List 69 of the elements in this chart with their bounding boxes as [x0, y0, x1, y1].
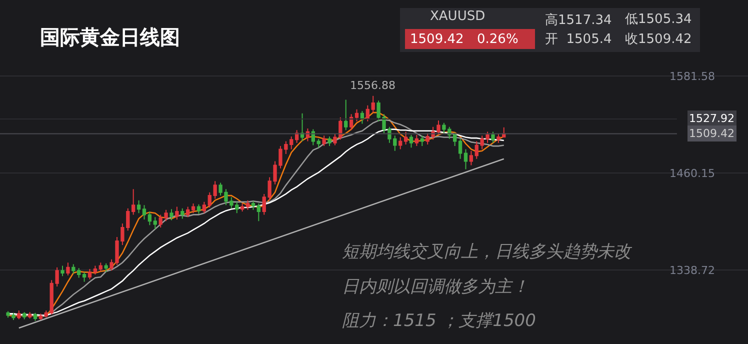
candlestick: [196, 204, 201, 214]
candlestick: [153, 216, 157, 230]
candlestick: [82, 272, 86, 282]
text: 开 1505.4: [545, 32, 612, 47]
y-tick-label: 1581.58: [670, 70, 715, 84]
candlestick: [311, 128, 315, 146]
candlestick: [104, 262, 108, 273]
candlestick: [38, 313, 43, 321]
candlestick: [300, 112, 304, 142]
annotation: XAUUSD: [430, 9, 486, 24]
candlestick: [60, 265, 64, 277]
candlestick: [458, 138, 462, 160]
candlestick: [322, 135, 326, 147]
candlestick: [33, 312, 38, 322]
candlestick: [316, 138, 320, 148]
annotation: 1556.88: [350, 79, 396, 92]
candlestick: [202, 201, 206, 214]
candlestick: [136, 200, 141, 214]
candlestick: [354, 108, 359, 122]
candlestick: [17, 310, 21, 320]
candlestick: [66, 262, 70, 276]
candlestick: [77, 268, 81, 278]
text: 国际黄金日线图: [40, 25, 180, 49]
candlestick: [491, 131, 495, 144]
ref-line-label: 1509.42: [689, 127, 734, 140]
candlestick: [88, 268, 92, 280]
candlestick: [148, 211, 152, 226]
candlestick: [72, 264, 76, 274]
candlestick: [453, 132, 457, 147]
candlestick: [398, 136, 402, 150]
candlestick: [328, 136, 332, 147]
candlestick: [98, 262, 102, 272]
candlestick: [474, 140, 478, 160]
y-tick-label: 1338.72: [670, 264, 715, 277]
candlestick: [409, 134, 414, 148]
ref-line-label: 1527.92: [689, 112, 734, 125]
candlestick: [132, 188, 136, 216]
text: 收1509.42: [625, 32, 692, 47]
candlestick: [360, 110, 364, 124]
candlestick: [251, 200, 256, 210]
annotation: 阻力：1515 ；支撑1500: [342, 311, 536, 331]
candlestick: [366, 104, 370, 122]
text: 高1517.34: [545, 12, 612, 28]
y-tick-label: 1460.15: [670, 166, 715, 180]
candlestick: [44, 310, 48, 318]
candlestick: [180, 208, 184, 220]
candlestick: [22, 312, 26, 320]
candlestick: [93, 265, 98, 276]
candlestick: [246, 200, 250, 210]
annotation: 短期均线交叉向上，日线多头趋势未改: [342, 242, 633, 262]
candlestick: [256, 203, 260, 222]
candlestick: [170, 208, 174, 221]
candlestick: [175, 206, 179, 220]
candlestick: [344, 99, 348, 131]
candlestick: [469, 150, 474, 166]
candlestick: [142, 204, 146, 220]
candlestick: [191, 203, 196, 214]
annotation: 1509.42: [410, 32, 464, 47]
candlestick: [240, 203, 244, 212]
candlestick: [414, 134, 419, 147]
candlestick: [420, 135, 424, 147]
annotation: 0.26%: [477, 32, 518, 47]
candlestick: [28, 312, 32, 319]
candlestick: [464, 148, 468, 170]
candlestick: [371, 95, 375, 114]
candlestick: [186, 206, 190, 218]
candlestick: [404, 131, 408, 145]
text: 低1505.34: [625, 12, 692, 27]
annotation: 日内则以回调做多为主！: [342, 277, 529, 297]
